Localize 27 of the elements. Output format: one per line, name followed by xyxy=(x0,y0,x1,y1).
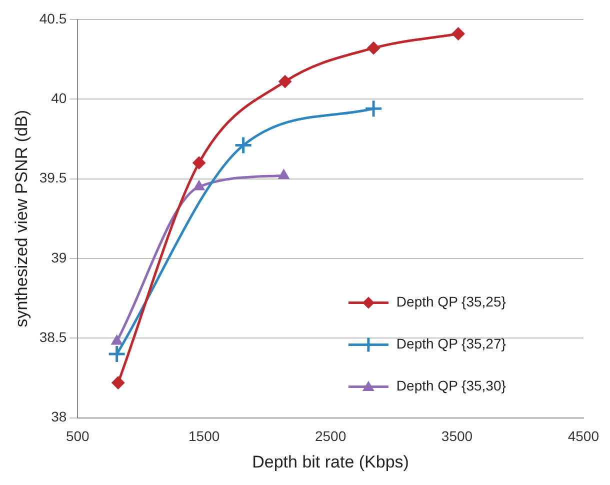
y-axis-title: synthesized view PSNR (dB) xyxy=(12,110,31,328)
point xyxy=(112,376,125,390)
point xyxy=(452,27,465,40)
x-tick-label: 1500 xyxy=(188,428,220,444)
x-axis-title: Depth bit rate (Kbps) xyxy=(252,452,409,472)
x-tick-label: 500 xyxy=(66,428,90,444)
x-tick-label: 2500 xyxy=(314,428,346,444)
y-tick-label: 38.5 xyxy=(39,328,67,345)
legend-label: Depth QP {35,27} xyxy=(396,336,506,352)
x-tick-label: 4500 xyxy=(568,428,600,444)
point xyxy=(278,169,290,180)
x-tick-label: 3500 xyxy=(441,428,473,444)
y-tick-label: 39.5 xyxy=(39,170,67,186)
point xyxy=(234,136,253,155)
y-tick-label: 40 xyxy=(51,90,67,106)
point xyxy=(193,180,205,190)
y-tick-label: 39 xyxy=(51,249,67,266)
legend-label: Depth QP {35,25} xyxy=(396,294,506,310)
y-tick-label: 38 xyxy=(51,408,67,425)
point xyxy=(192,156,206,170)
point xyxy=(111,334,123,345)
point xyxy=(278,75,292,88)
point xyxy=(367,42,380,55)
point xyxy=(108,344,126,364)
legend-label: Depth QP {35,30} xyxy=(396,378,506,394)
y-tick-label: 40.5 xyxy=(39,10,67,26)
point xyxy=(364,99,383,118)
